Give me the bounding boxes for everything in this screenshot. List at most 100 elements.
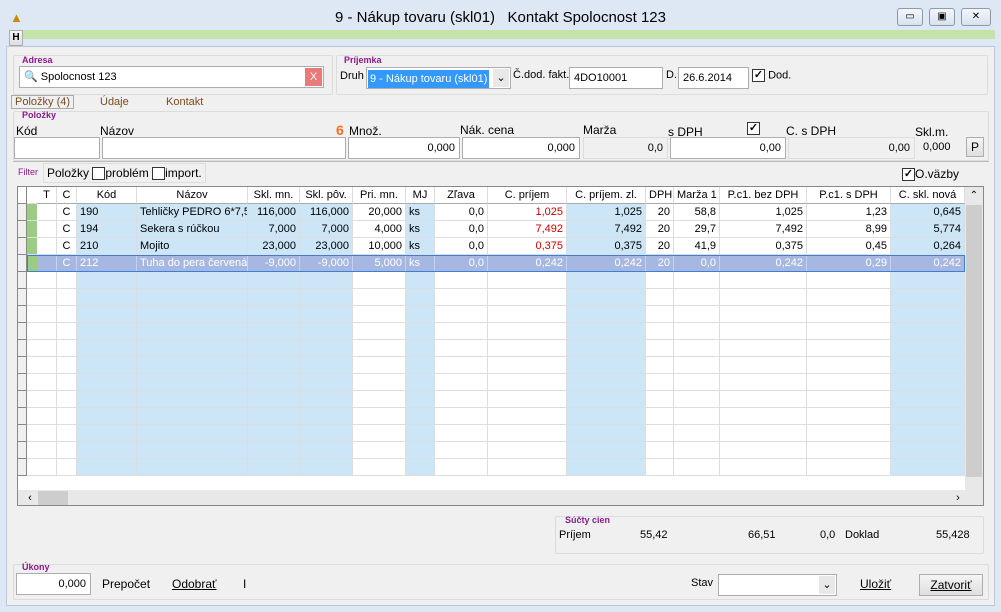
import-checkbox[interactable]	[152, 167, 166, 181]
clear-button[interactable]: X	[305, 68, 322, 86]
nak-cena-label: Nák. cena	[460, 123, 515, 137]
horizontal-scroll-thumb[interactable]	[38, 491, 68, 505]
row-header[interactable]	[18, 425, 27, 442]
nak-cena-input[interactable]: 0,000	[462, 137, 580, 159]
row-header[interactable]	[18, 289, 27, 306]
i-button[interactable]: I	[243, 577, 247, 591]
sdph-input[interactable]: 0,00	[670, 137, 786, 159]
row-indicator	[27, 323, 37, 340]
table-cell: 20,000	[353, 204, 406, 221]
kod-input[interactable]	[14, 137, 100, 159]
vertical-scroll-thumb[interactable]	[966, 205, 982, 477]
grid-cell	[435, 408, 488, 425]
maximize-button[interactable]: ▣	[929, 8, 955, 26]
ovazby-checkbox[interactable]: ✓ O.väzby	[902, 167, 960, 182]
row-header[interactable]	[18, 459, 27, 476]
grid-cell	[406, 442, 435, 459]
odobrat-button[interactable]: Odobrať	[172, 577, 217, 591]
scroll-left-icon[interactable]: ‹	[28, 492, 32, 504]
horizontal-scrollbar[interactable]	[18, 490, 983, 505]
column-header[interactable]: C	[57, 187, 77, 204]
zatvorit-button[interactable]: Zatvoriť	[919, 574, 983, 596]
grid-cell	[567, 340, 646, 357]
row-indicator	[27, 357, 37, 374]
stav-select[interactable]: ⌄	[718, 574, 837, 596]
column-header[interactable]: P.c1. bez DPH	[720, 187, 807, 204]
grid-cell	[300, 391, 353, 408]
row-indicator	[27, 272, 37, 289]
row-header[interactable]	[18, 306, 27, 323]
column-header[interactable]: C. príjem	[488, 187, 567, 204]
column-header[interactable]: MJ	[406, 187, 435, 204]
row-indicator	[27, 238, 37, 255]
column-header[interactable]: C. príjem. zl.	[567, 187, 646, 204]
nazov-input[interactable]	[102, 137, 346, 159]
grid-cell	[646, 289, 674, 306]
close-button[interactable]: ✕	[961, 8, 991, 26]
row-indicator	[27, 425, 37, 442]
scroll-up-icon[interactable]: ⌃	[969, 190, 979, 201]
row-header[interactable]	[18, 374, 27, 391]
column-header[interactable]: Skl. pôv.	[300, 187, 353, 204]
tab-kontakt[interactable]: Kontakt	[166, 96, 204, 108]
column-header[interactable]: Kód	[77, 187, 137, 204]
row-header[interactable]	[18, 408, 27, 425]
chevron-down-icon[interactable]: ⌄	[493, 69, 509, 87]
grid-cell	[248, 391, 300, 408]
ulozit-button[interactable]: Uložiť	[860, 577, 892, 591]
mnoz-input[interactable]: 0,000	[348, 137, 460, 159]
scroll-right-icon[interactable]: ›	[956, 492, 960, 504]
row-header[interactable]	[18, 340, 27, 357]
row-header[interactable]	[18, 357, 27, 374]
grid-cell	[57, 323, 77, 340]
grid-cell	[137, 272, 248, 289]
date-input[interactable]: 26.6.2014	[678, 67, 749, 89]
ukony-input[interactable]: 0,000	[16, 573, 91, 595]
row-header[interactable]	[18, 204, 27, 221]
grid-cell	[300, 272, 353, 289]
column-header[interactable]: C. skl. nová	[891, 187, 965, 204]
dod-check[interactable]: ✓	[752, 69, 765, 82]
table-cell: 7,000	[248, 221, 300, 238]
grid-cell	[807, 289, 891, 306]
grid-cell	[406, 425, 435, 442]
column-header[interactable]: Názov	[137, 187, 248, 204]
row-header[interactable]	[18, 221, 27, 238]
row-header[interactable]	[18, 238, 27, 255]
row-header[interactable]	[18, 323, 27, 340]
row-header[interactable]	[18, 442, 27, 459]
sucty-label: Súčty cien	[565, 515, 611, 525]
h-button[interactable]: H	[9, 30, 23, 46]
row-indicator	[27, 374, 37, 391]
column-header[interactable]: Marža 1	[674, 187, 720, 204]
tab-udaje[interactable]: Údaje	[100, 96, 129, 108]
row-header[interactable]	[18, 391, 27, 408]
sdph-checkbox[interactable]: ✓	[747, 122, 760, 135]
minimize-button[interactable]: ▭	[897, 8, 923, 26]
row-header[interactable]	[18, 187, 27, 204]
p-button[interactable]: P	[966, 137, 984, 157]
column-header[interactable]: P.c1. s DPH	[807, 187, 891, 204]
grid-cell	[646, 272, 674, 289]
tab-polozky[interactable]: Položky (4)	[11, 95, 75, 109]
dod-checkbox[interactable]: ✓ Dod.	[752, 69, 791, 82]
grid-cell	[137, 289, 248, 306]
cdod-input[interactable]: 4DO10001	[569, 67, 663, 89]
druh-select[interactable]: 9 - Nákup tovaru (skl01) ⌄	[366, 67, 511, 89]
grid-cell	[248, 442, 300, 459]
adresa-input[interactable]: 🔍 Spolocnost 123 X	[19, 66, 324, 88]
problem-checkbox[interactable]	[92, 167, 106, 181]
prepocet-button[interactable]: Prepočet	[102, 577, 151, 591]
grid-cell	[674, 442, 720, 459]
items-grid[interactable]: T C Kód Názov Skl. mn. Skl. pôv. Pri. mn. MJ Zľa…	[17, 186, 984, 506]
column-header[interactable]: T	[37, 187, 57, 204]
column-header[interactable]: DPH	[646, 187, 674, 204]
column-header[interactable]: Pri. mn.	[353, 187, 406, 204]
sum-prijem: 55,42	[640, 529, 668, 541]
column-header[interactable]: Zľava	[435, 187, 488, 204]
table-cell: 210	[77, 238, 137, 255]
column-header[interactable]: Skl. mn.	[248, 187, 300, 204]
row-header[interactable]	[18, 255, 27, 272]
row-header[interactable]	[18, 272, 27, 289]
chevron-down-icon[interactable]: ⌄	[819, 576, 835, 594]
